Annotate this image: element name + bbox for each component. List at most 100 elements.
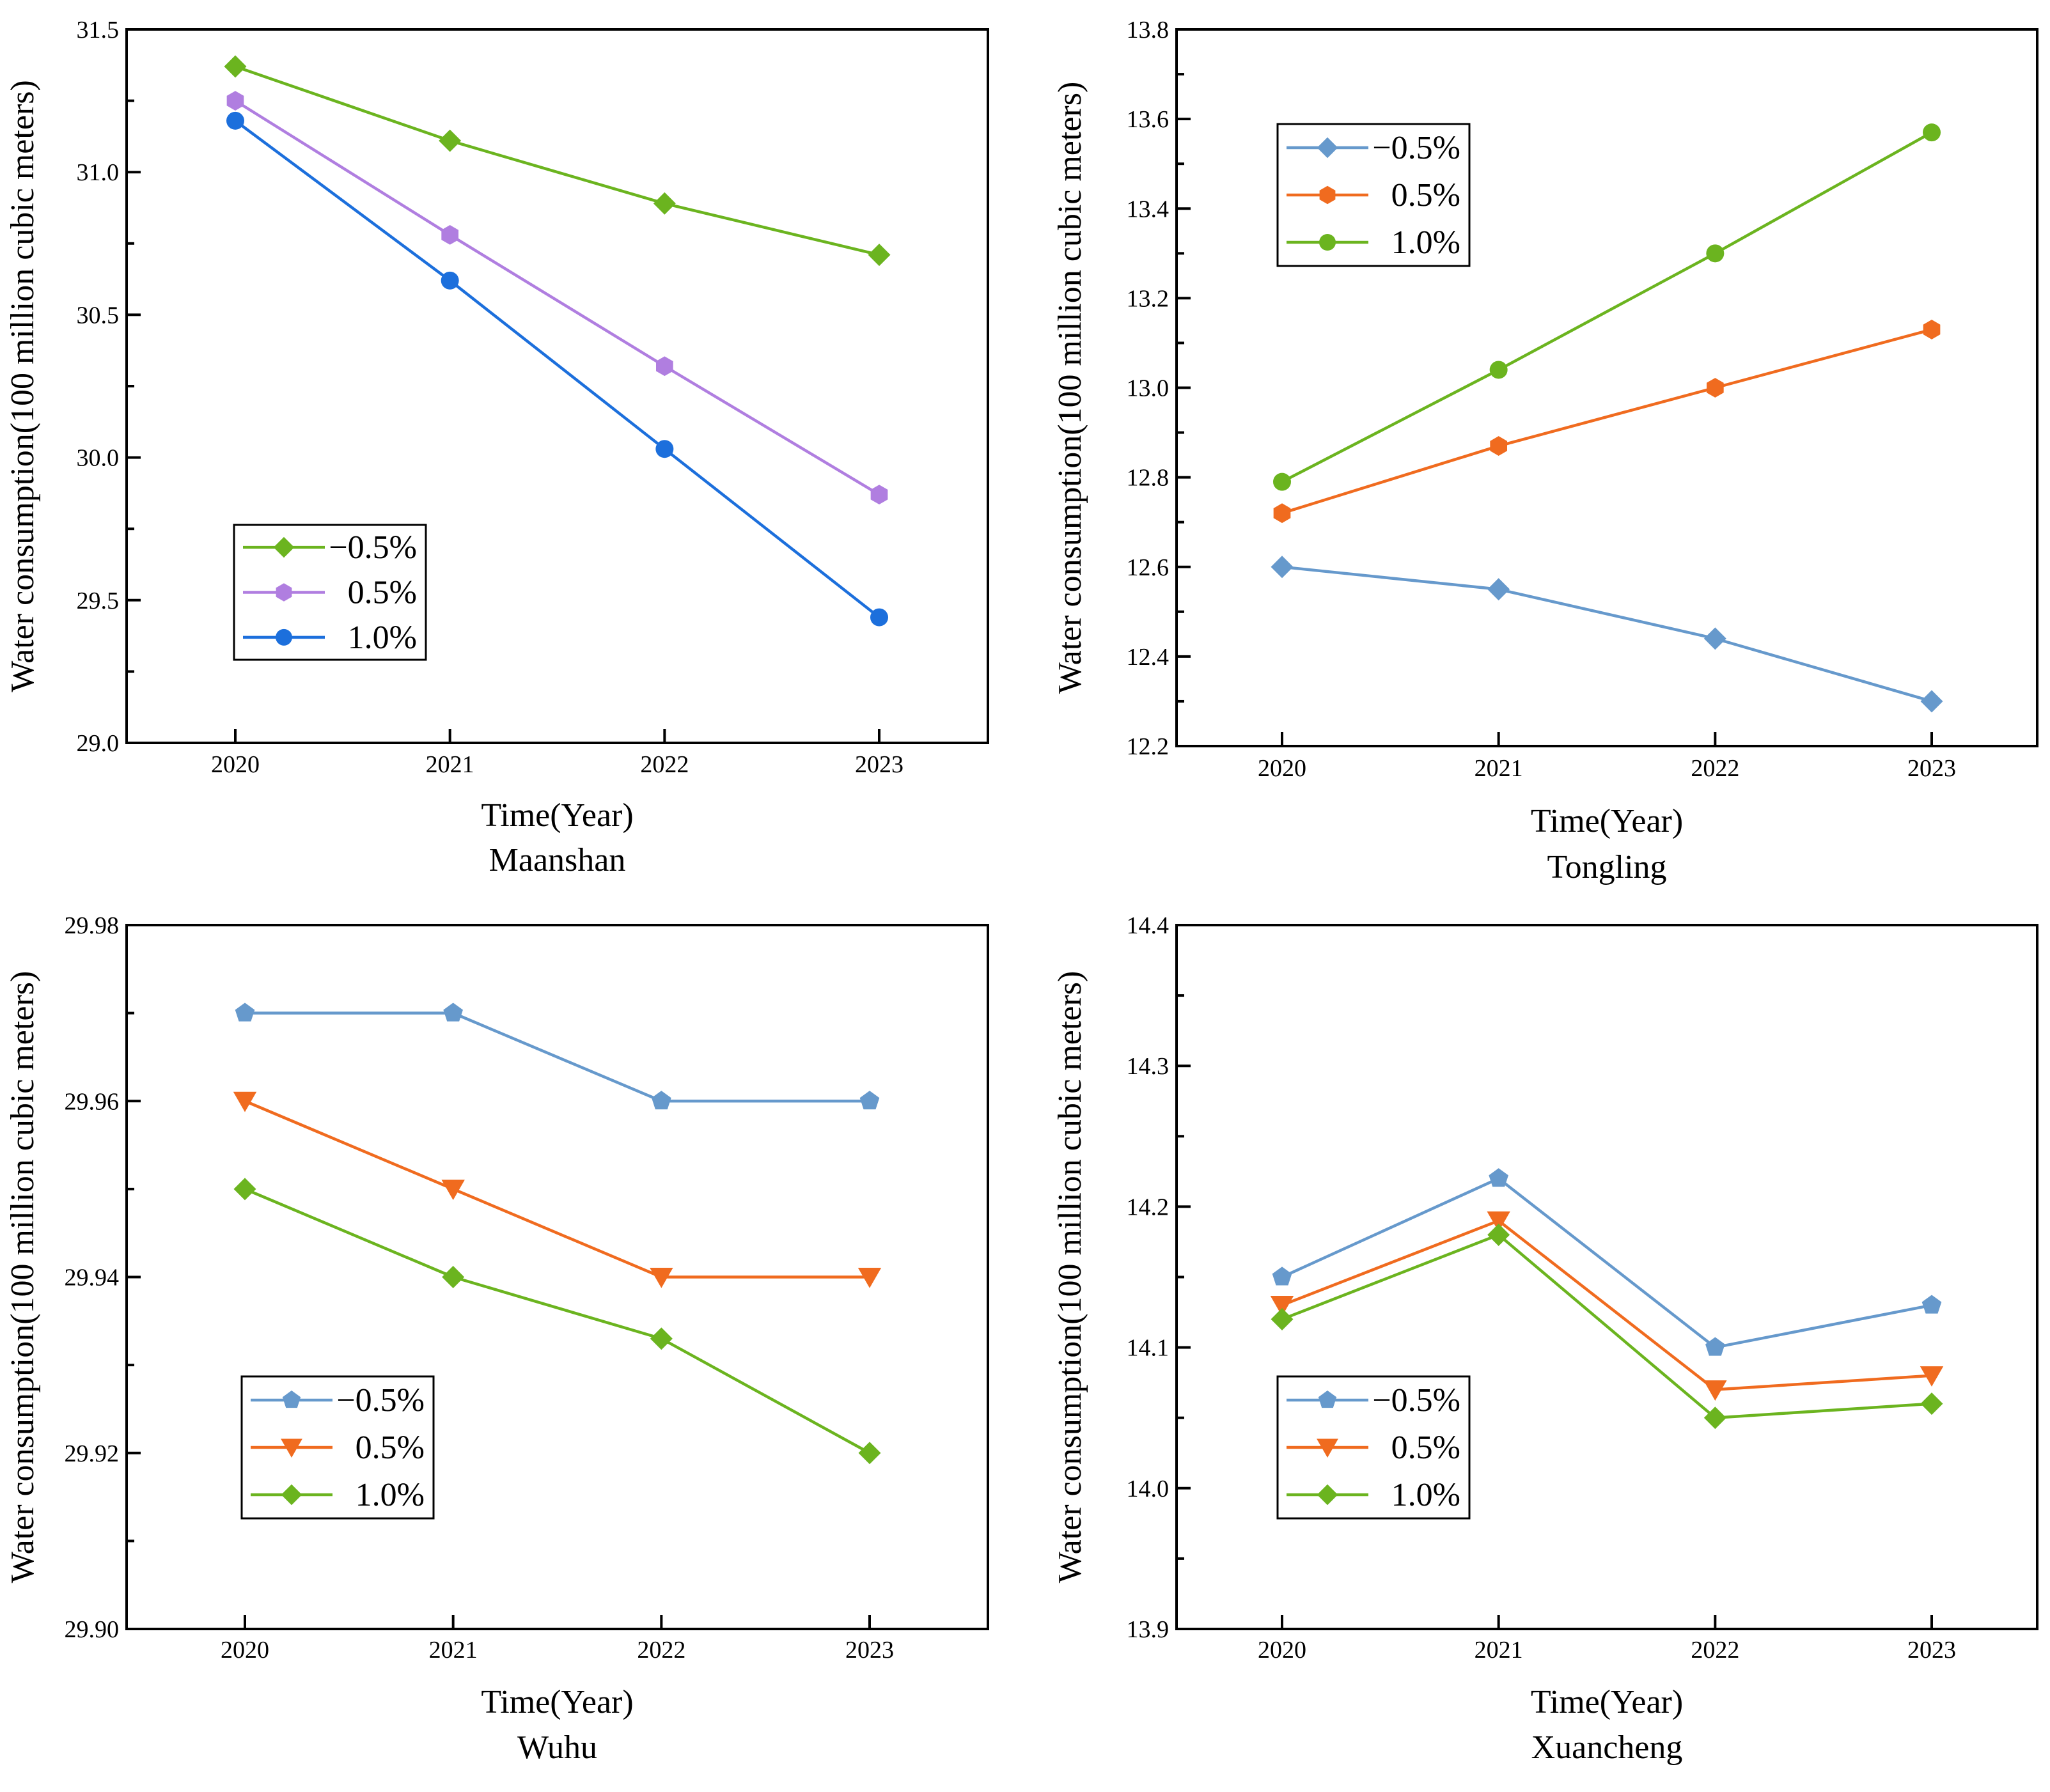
series-line	[245, 1011, 870, 1103]
data-point	[1271, 556, 1294, 579]
data-point	[652, 1091, 671, 1110]
data-point	[858, 1442, 881, 1465]
legend-marker	[1317, 137, 1338, 159]
x-axis-title: Time(Year)	[1531, 803, 1683, 839]
x-tick-label: 2023	[855, 751, 904, 778]
series-2	[226, 91, 888, 505]
y-axis-title: Water consumption(100 million cubic mete…	[4, 971, 41, 1584]
chart-panel-4: 13.9 14.0 14.1 14.2 14.3 14.4 2020 2021 2022 2023…	[1052, 912, 2038, 1766]
data-point	[870, 608, 888, 627]
legend-marker	[1318, 1391, 1337, 1408]
legend: −0.5% 0.5% 1.0%	[240, 1375, 435, 1520]
data-point	[1487, 578, 1510, 601]
legend-label: 1.0%	[1391, 1477, 1460, 1513]
data-point	[1703, 1406, 1726, 1430]
chart-panel-1: 29.0 29.5 30.0 30.5 31.0 31.5 2020 2021 2022 2023…	[4, 17, 989, 878]
data-point	[1271, 1308, 1294, 1331]
y-axis-title: Water consumption(100 million cubic mete…	[1052, 971, 1088, 1584]
x-tick-label: 2021	[426, 751, 474, 778]
plot-frame	[1175, 924, 2038, 1630]
y-tick-label: 31.0	[77, 159, 120, 186]
data-point	[859, 1091, 880, 1110]
y-tick-label: 29.5	[77, 588, 120, 614]
y-tick-label: 14.4	[1127, 912, 1170, 939]
data-point	[1490, 436, 1508, 456]
y-tick-label: 30.0	[77, 445, 120, 472]
series-line	[1281, 131, 1933, 483]
legend-marker	[276, 583, 292, 602]
x-tick-label: 2020	[1258, 755, 1306, 782]
y-axis-title: Water consumption(100 million cubic mete…	[4, 80, 41, 692]
data-point	[1489, 1168, 1508, 1187]
series-line	[234, 120, 880, 619]
series-1	[1272, 1168, 1942, 1356]
y-axis-title: Water consumption(100 million cubic mete…	[1052, 82, 1088, 694]
legend-label: 1.0%	[356, 1477, 425, 1513]
x-tick-label: 2023	[1907, 1637, 1956, 1663]
x-tick-label: 2022	[640, 751, 689, 778]
y-tick-label: 14.2	[1127, 1194, 1170, 1220]
x-tick-label: 2021	[1475, 1637, 1523, 1663]
data-point	[443, 1002, 463, 1022]
legend: −0.5% 0.5% 1.0%	[1276, 123, 1471, 267]
y-tick-label: 13.0	[1127, 375, 1170, 402]
series-line	[1281, 1233, 1932, 1419]
data-point	[442, 1266, 465, 1288]
data-point	[857, 1267, 882, 1288]
data-point	[1273, 503, 1291, 524]
data-point	[868, 244, 891, 267]
series-2	[233, 1091, 882, 1288]
legend-marker	[276, 628, 292, 646]
series-line	[1281, 565, 1932, 703]
x-tick-label: 2020	[1258, 1637, 1306, 1663]
data-point	[1703, 627, 1726, 650]
series-1	[224, 55, 891, 267]
legend-label: −0.5%	[329, 529, 417, 566]
y-tick-label: 13.4	[1127, 196, 1170, 222]
chart-panel-2: 12.2 12.4 12.6 12.8 13.0 13.2 13.4 13.6 13.8 2020…	[1052, 17, 2038, 885]
series-2	[1270, 1211, 1944, 1401]
legend-marker	[273, 536, 295, 558]
data-point	[1273, 472, 1291, 491]
x-tick-label: 2023	[845, 1637, 894, 1663]
y-tick-label: 29.92	[65, 1440, 120, 1467]
series-line	[234, 99, 880, 496]
data-point	[1706, 244, 1725, 263]
data-point	[870, 485, 888, 505]
legend-marker	[1319, 234, 1336, 251]
y-tick-label: 14.3	[1127, 1053, 1170, 1080]
y-tick-label: 29.0	[77, 730, 120, 757]
y-tick-label: 12.6	[1127, 554, 1170, 581]
data-point	[226, 111, 244, 130]
data-point	[441, 271, 459, 290]
data-point	[1920, 690, 1943, 713]
chart-title: Maanshan	[489, 842, 626, 878]
series-line	[244, 1187, 871, 1454]
data-point	[1270, 1295, 1294, 1316]
data-point	[441, 1180, 465, 1201]
legend-label: 0.5%	[1391, 177, 1460, 214]
series-2	[1273, 320, 1941, 524]
legend-label: 0.5%	[1391, 1430, 1460, 1466]
data-point	[226, 91, 244, 111]
data-point	[233, 1091, 257, 1112]
chart-title: Xuancheng	[1531, 1729, 1683, 1766]
y-tick-label: 31.5	[77, 17, 120, 43]
legend-label: 0.5%	[356, 1430, 425, 1466]
y-tick-label: 13.9	[1127, 1616, 1170, 1643]
y-tick-label: 29.98	[65, 912, 120, 939]
series-line	[1281, 328, 1932, 515]
y-tick-label: 30.5	[77, 302, 120, 329]
y-tick-label: 12.8	[1127, 465, 1170, 492]
data-point	[1272, 1266, 1292, 1286]
legend: −0.5% 0.5% 1.0%	[233, 524, 427, 661]
legend-label: 0.5%	[348, 575, 417, 611]
y-tick-label: 12.4	[1127, 644, 1170, 671]
y-tick-label: 14.0	[1127, 1476, 1170, 1502]
x-tick-label: 2020	[211, 751, 260, 778]
series-line	[244, 1100, 870, 1279]
y-tick-label: 29.96	[65, 1088, 120, 1115]
data-point	[1487, 1211, 1510, 1232]
data-point	[1923, 320, 1941, 339]
data-point	[224, 55, 247, 78]
